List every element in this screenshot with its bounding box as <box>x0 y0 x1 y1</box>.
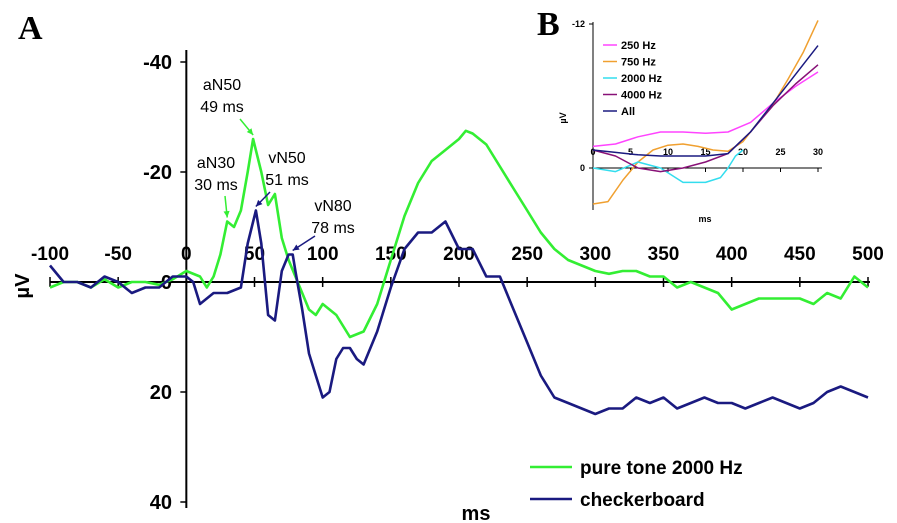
main-ylabel: µV <box>12 273 34 299</box>
inset-y-tick-label: -12 <box>572 19 585 29</box>
main-series <box>48 129 869 416</box>
main-annotations: aN50 49 ms aN30 30 ms vN50 51 ms vN80 78 ms <box>194 77 355 252</box>
annotation-arrowhead <box>223 210 230 218</box>
series-line-1 <box>48 209 869 416</box>
panel-a-letter: A <box>18 10 43 47</box>
main-chart: -100 -50 0 50 100 150 200 250 300 350 400 450 500-40… <box>12 50 884 523</box>
main-x-tick-label: 150 <box>375 244 407 265</box>
inset-ylabel: µV <box>558 112 568 123</box>
inset-series-line-1 <box>592 20 819 205</box>
inset-legend-label: 2000 Hz <box>621 73 662 85</box>
inset-series <box>592 20 819 205</box>
inset-xlabel: ms <box>698 214 711 224</box>
legend-label: pure tone 2000 Hz <box>580 458 743 479</box>
main-y-tick-label: 20 <box>150 382 172 404</box>
main-legend: pure tone 2000 Hz checkerboard <box>530 458 743 511</box>
series-line-0 <box>49 129 869 339</box>
annotation-label: aN30 <box>197 155 235 172</box>
inset-legend-label: 750 Hz <box>621 57 656 69</box>
inset-series-line-3 <box>592 64 819 173</box>
annotation-arrowhead <box>292 244 300 251</box>
main-x-tick-label: -50 <box>104 244 131 265</box>
main-x-tick-label: 300 <box>579 244 611 265</box>
main-axes: -100 -50 0 50 100 150 200 250 300 350 400 450 500-40… <box>31 50 884 514</box>
main-x-tick-label: 350 <box>648 244 680 265</box>
main-x-tick-label: 100 <box>307 244 339 265</box>
annotation-value: 51 ms <box>265 172 309 189</box>
annotation-value: 49 ms <box>200 99 244 116</box>
main-y-tick-label: -20 <box>143 162 172 184</box>
inset-x-tick-label: 30 <box>813 147 823 157</box>
inset-x-tick-label: 10 <box>663 147 673 157</box>
inset-y-tick-label: 0 <box>580 163 585 173</box>
inset-series-line-4 <box>592 45 819 157</box>
inset-x-tick-label: 5 <box>628 147 633 157</box>
annotation-label: vN80 <box>314 198 351 215</box>
legend-label: checkerboard <box>580 490 705 511</box>
inset-axes: 0 5 10 15 20 25 30 -12 0 <box>572 19 823 210</box>
main-y-tick-label: 40 <box>150 492 172 514</box>
main-x-tick-label: 0 <box>181 244 192 265</box>
main-xlabel: ms <box>462 503 491 523</box>
annotation-value: 78 ms <box>311 220 355 237</box>
inset-legend: 250 Hz 750 Hz 2000 Hz 4000 Hz All <box>603 40 662 118</box>
inset-x-tick-label: 15 <box>700 147 710 157</box>
inset-x-tick-label: 20 <box>738 147 748 157</box>
annotation-arrowhead <box>246 128 254 135</box>
inset-legend-label: All <box>621 106 635 118</box>
main-x-tick-label: 50 <box>244 244 265 265</box>
inset-x-tick-label: 0 <box>590 147 595 157</box>
annotation-arrowhead <box>255 199 263 207</box>
inset-chart: 0 5 10 15 20 25 30 -12 0 µV ms 250 Hz 750 Hz 2000 … <box>558 19 823 224</box>
inset-x-tick-label: 25 <box>775 147 785 157</box>
inset-legend-label: 4000 Hz <box>621 90 662 102</box>
main-y-tick-label: -40 <box>143 52 172 74</box>
main-x-tick-label: 400 <box>716 244 748 265</box>
inset-series-line-2 <box>592 149 744 184</box>
main-x-tick-label: 250 <box>511 244 543 265</box>
main-x-tick-label: 500 <box>852 244 884 265</box>
main-x-tick-label: 450 <box>784 244 816 265</box>
inset-legend-label: 250 Hz <box>621 40 656 52</box>
panel-b-letter: B <box>537 6 560 43</box>
annotation-label: aN50 <box>203 77 241 94</box>
main-x-tick-label: -100 <box>31 244 69 265</box>
annotation-label: vN50 <box>268 150 305 167</box>
annotation-value: 30 ms <box>194 177 238 194</box>
